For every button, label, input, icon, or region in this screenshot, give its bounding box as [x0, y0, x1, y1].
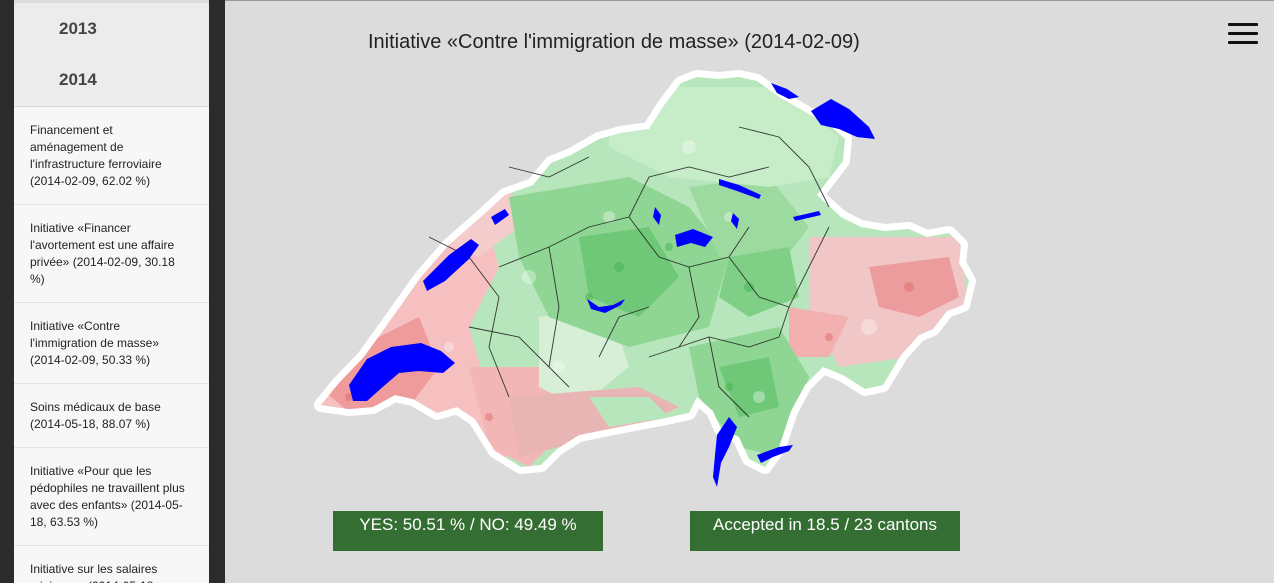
vote-item-railway-infrastructure[interactable]: Financement et aménagement de l'infrastr…: [14, 107, 209, 205]
sidebar: 2013 2014 Financement et aménagement de …: [14, 3, 209, 583]
main-content: Initiative «Contre l'immigration de mass…: [225, 1, 1274, 583]
year-item-2013[interactable]: 2013: [59, 19, 97, 38]
vote-list: Financement et aménagement de l'infrastr…: [14, 107, 209, 583]
lake-zurich: [719, 179, 761, 199]
window-frame-left: [0, 0, 14, 583]
vote-item-basic-medical-care[interactable]: Soins médicaux de base (2014-05-18, 88.0…: [14, 384, 209, 448]
lake-walensee: [793, 211, 821, 221]
lake-lugano: [757, 445, 793, 463]
vote-item-minimum-wage[interactable]: Initiative sur les salaires minimums (20…: [14, 546, 209, 583]
lake-geneva: [349, 343, 455, 401]
lake-maggiore: [713, 417, 737, 487]
lake-constance: [811, 99, 875, 139]
lake-upper-constance: [771, 83, 799, 99]
hamburger-menu-icon[interactable]: [1228, 23, 1258, 45]
lake-baldegg: [731, 213, 739, 229]
lake-thun-brienz: [587, 299, 625, 313]
switzerland-vote-map: [314, 70, 976, 487]
lake-sempach: [653, 207, 661, 225]
lake-biel: [491, 209, 509, 225]
lakes: [349, 83, 875, 487]
sidebar-divider: [209, 0, 225, 583]
year-list: 2013 2014: [14, 3, 209, 107]
vote-item-abortion-financing[interactable]: Initiative «Financer l'avortement est un…: [14, 205, 209, 303]
lake-lucerne: [675, 229, 713, 247]
lake-neuchatel: [423, 239, 479, 291]
main-top-border: [225, 0, 1274, 1]
result-cantons-badge: Accepted in 18.5 / 23 cantons: [690, 511, 960, 551]
result-yes-no-badge: YES: 50.51 % / NO: 49.49 %: [333, 511, 603, 551]
year-item-2014[interactable]: 2014: [59, 70, 97, 89]
vote-item-pedophiles[interactable]: Initiative «Pour que les pédophiles ne t…: [14, 448, 209, 546]
vote-item-mass-immigration[interactable]: Initiative «Contre l'immigration de mass…: [14, 303, 209, 384]
page-title: Initiative «Contre l'immigration de mass…: [368, 31, 860, 53]
